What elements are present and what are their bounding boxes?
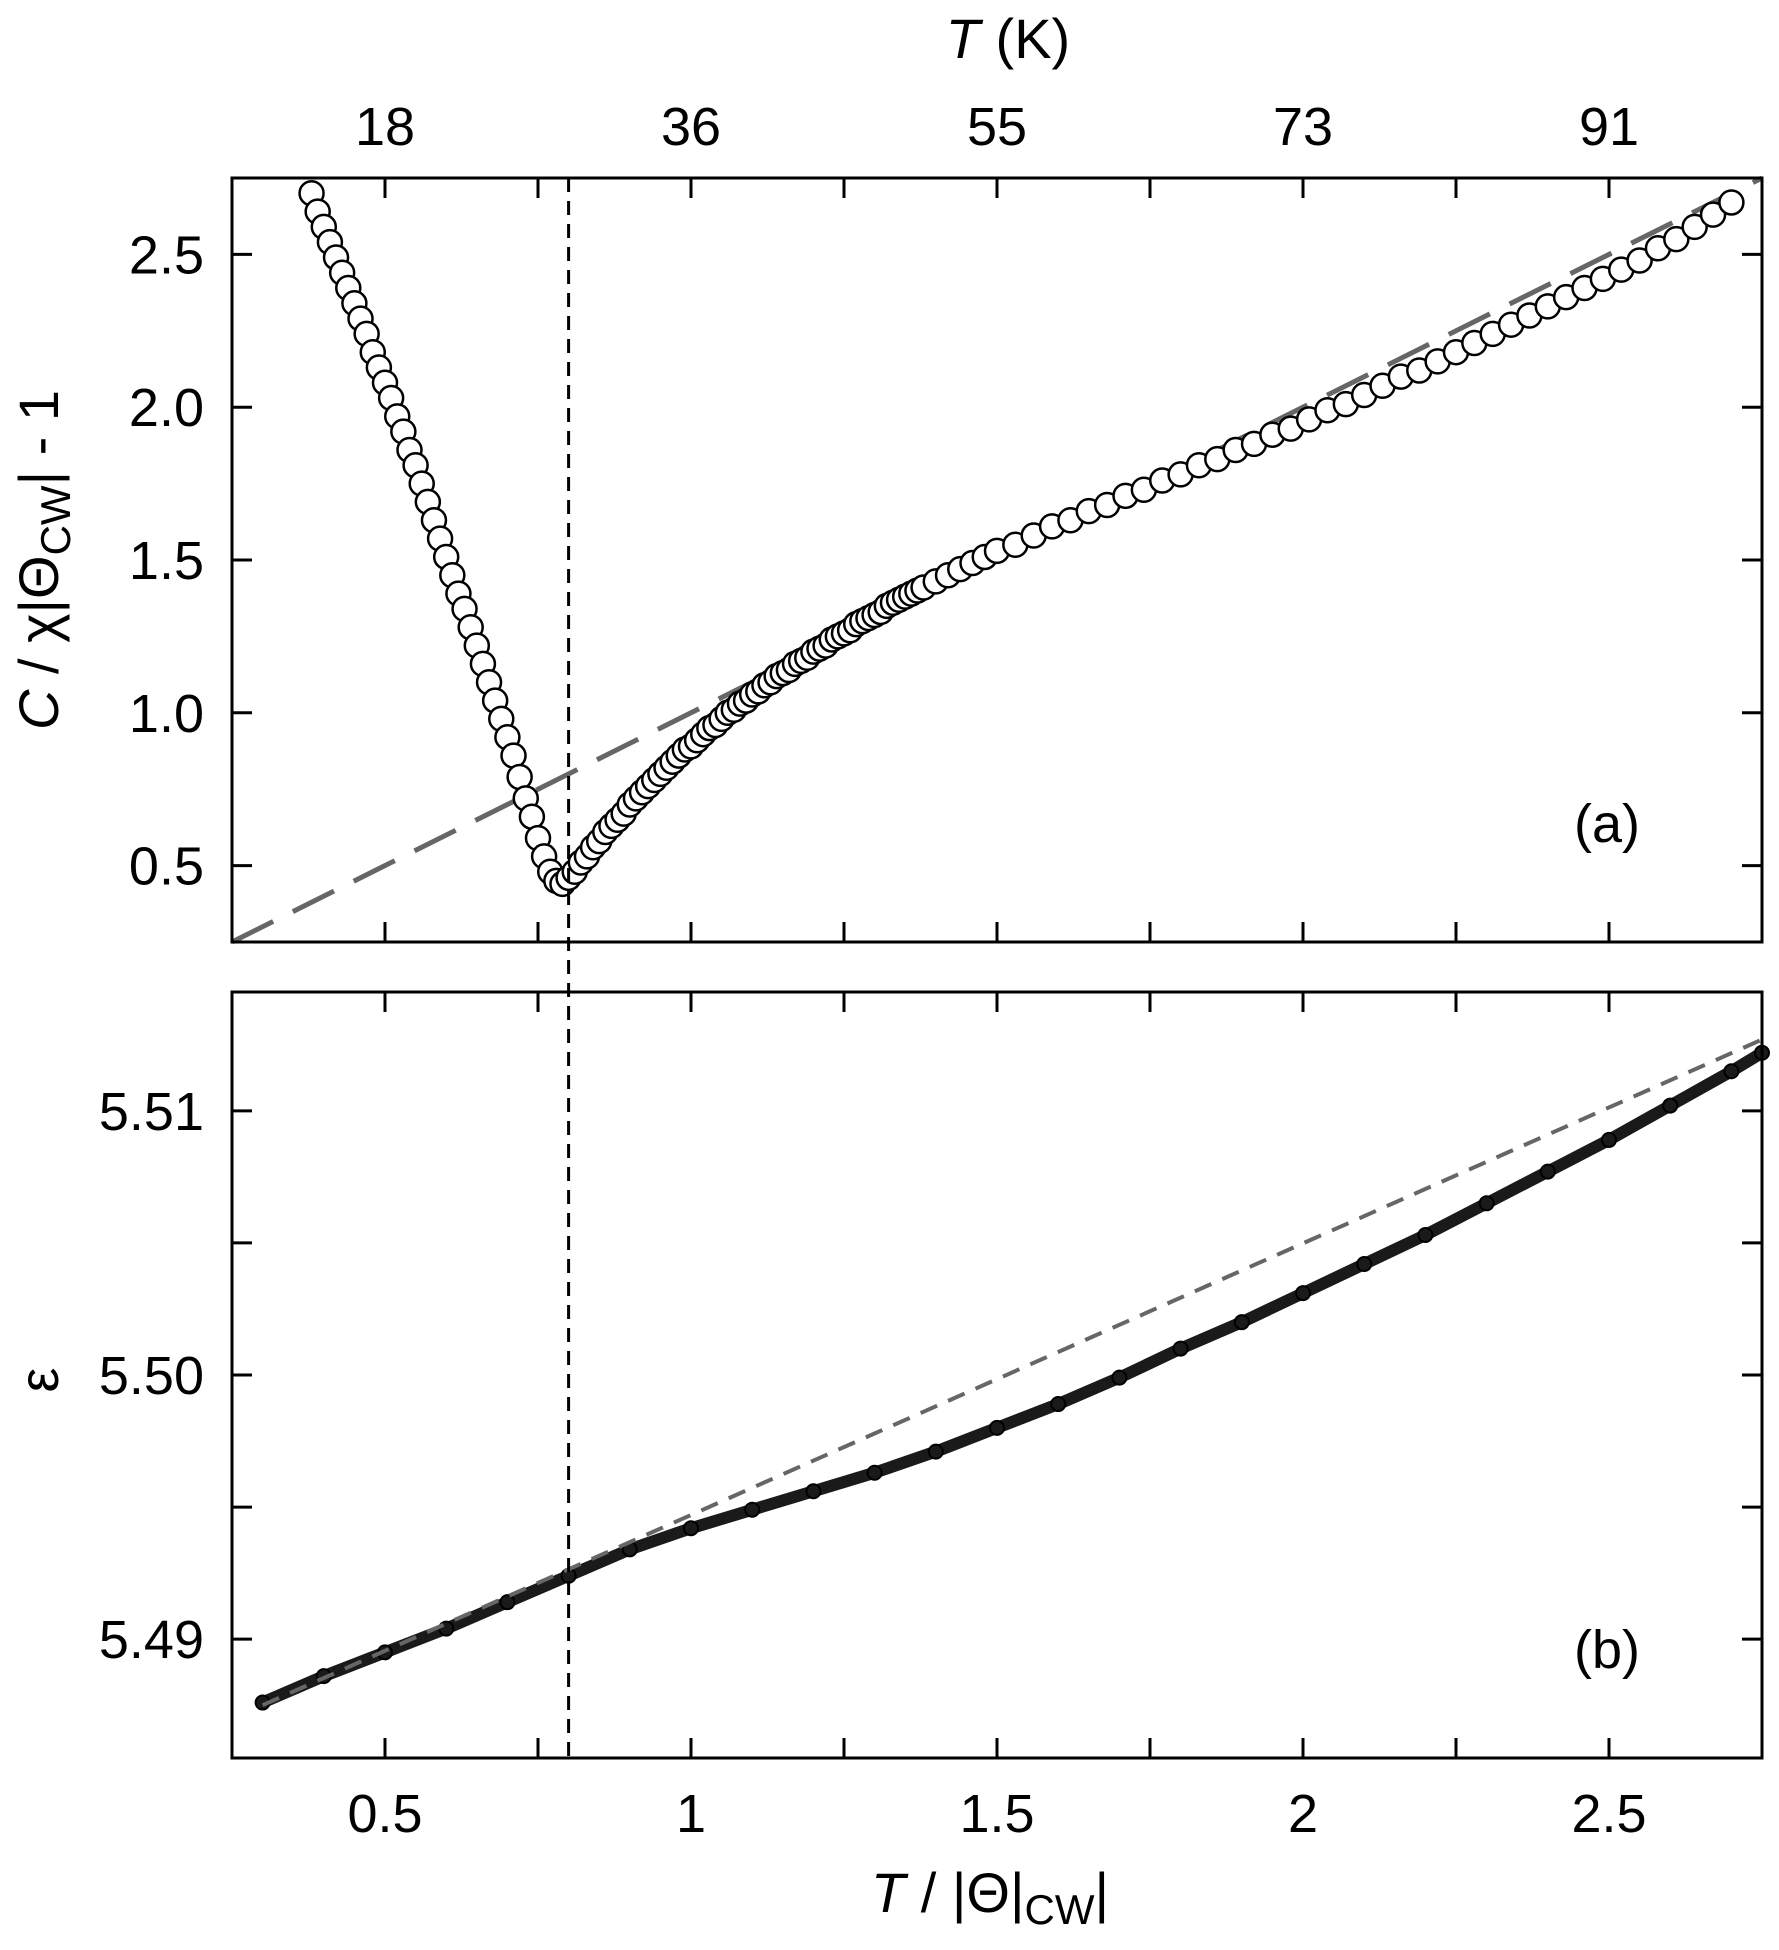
top-axis-tick-labels: 18 36 55 73 91: [355, 97, 1639, 157]
panel-a-ticks: [232, 178, 1762, 942]
panel-b-xlabel-var: T: [871, 1861, 909, 1924]
panel-b-data-point: [744, 1501, 761, 1518]
panel-b-xtick-label: 0.5: [347, 1784, 422, 1844]
panel-b-data-point: [866, 1464, 883, 1481]
panel-a-ylabel-var: C: [7, 689, 70, 730]
panel-b-data-point: [805, 1483, 822, 1500]
panel-a-data-point: [1718, 189, 1745, 216]
panel-a-label: (a): [1574, 794, 1640, 854]
top-axis-title-unit: (K): [980, 7, 1070, 70]
top-axis-tick-label: 18: [355, 97, 415, 157]
panel-a-ylabel: C / χ|ΘCW| - 1: [7, 390, 79, 730]
panel-b-data-point: [1417, 1227, 1434, 1244]
panel-a-data-points: [298, 180, 1745, 898]
panel-a-ytick-label: 1.5: [129, 531, 204, 591]
panel-b-xtick-label: 2: [1288, 1784, 1318, 1844]
panel-a-ytick-label: 2.0: [129, 378, 204, 438]
panel-a-ytick-label: 0.5: [129, 837, 204, 897]
panel-b-data-point: [1111, 1369, 1128, 1386]
panel-b-ytick-label: 5.51: [99, 1082, 204, 1142]
panel-b-xtick-label: 2.5: [1571, 1784, 1646, 1844]
panel-b-xlabel-sub: CW: [1025, 1886, 1095, 1933]
panel-b-data-point: [1478, 1195, 1495, 1212]
panel-b-frame: [230, 990, 1764, 1760]
panel-b-data-point: [683, 1520, 699, 1537]
panel-b-ytick-label: 5.49: [99, 1610, 204, 1670]
panel-b-ytick-labels: 5.49 5.50 5.51: [99, 1082, 204, 1670]
panel-b-xtick-label: 1.5: [959, 1784, 1034, 1844]
panel-b-fit-line: [261, 1037, 1763, 1708]
panel-a-ytick-labels: 0.5 1.0 1.5 2.0 2.5: [129, 225, 204, 896]
panel-b-data-point: [1601, 1131, 1617, 1148]
panel-b-data-point: [1356, 1256, 1373, 1273]
panel-a-data-point: [1663, 225, 1690, 253]
panel-a-ytick-label: 1.0: [129, 684, 204, 744]
panel-b-ticks: [232, 992, 1762, 1758]
panel-b-xlabel-main: / |Θ|: [905, 1861, 1024, 1924]
panel-b-label: (b): [1574, 1620, 1640, 1680]
top-axis-tick-label: 73: [1273, 97, 1333, 157]
panel-b-xlabel: T / |Θ|CW|: [871, 1861, 1109, 1933]
panel-a-frame: [230, 176, 1764, 944]
panel-a-data-point: [1626, 247, 1653, 274]
panel-b-data-point: [989, 1419, 1005, 1436]
panel-a: 0.5 1.0 1.5 2.0 2.5 (a) C / χ|ΘCW| - 1: [7, 175, 1764, 945]
panel-b-ytick-label: 5.50: [99, 1346, 204, 1406]
panel-b-data-point: [1050, 1396, 1067, 1413]
panel-b-data-point: [1723, 1063, 1740, 1080]
panel-a-ylabel-sub: CW: [32, 485, 79, 555]
panel-b-data-points: [254, 1044, 1770, 1711]
panel-b-data-trace: [256, 1046, 1768, 1709]
top-axis-tick-label: 91: [1579, 97, 1639, 157]
panel-a-data-point: [1681, 213, 1708, 241]
panel-b-data-point: [927, 1443, 944, 1460]
top-axis-title: T (K): [946, 7, 1070, 70]
panel-b-ylabel: ε: [7, 1368, 70, 1393]
panel-b-xtick-label: 1: [676, 1784, 706, 1844]
panel-a-data-point: [1699, 201, 1727, 228]
panel-b-data-point: [1233, 1314, 1250, 1331]
top-axis-tick-label: 55: [967, 97, 1027, 157]
panel-b: 5.49 5.50 5.51 0.5 1 1.5 2 2.5 (b) ε T / |Θ|CW…: [7, 990, 1770, 1933]
top-axis-title-var: T: [946, 7, 984, 70]
panel-b-data-point: [1539, 1163, 1556, 1180]
panel-a-ytick-label: 2.5: [129, 225, 204, 285]
panel-b-data-point: [1172, 1340, 1189, 1357]
panel-b-xlabel-end: |: [1094, 1861, 1109, 1924]
panel-b-xtick-labels: 0.5 1 1.5 2 2.5: [347, 1784, 1646, 1844]
top-axis-tick-label: 36: [661, 97, 721, 157]
panel-a-ylabel-end: | - 1: [7, 390, 70, 485]
panel-b-data-point: [1295, 1285, 1311, 1302]
panel-b-data-point: [499, 1594, 516, 1611]
panel-b-data-point: [1662, 1097, 1679, 1114]
panel-a-ylabel-main: / χ|Θ: [7, 555, 70, 689]
